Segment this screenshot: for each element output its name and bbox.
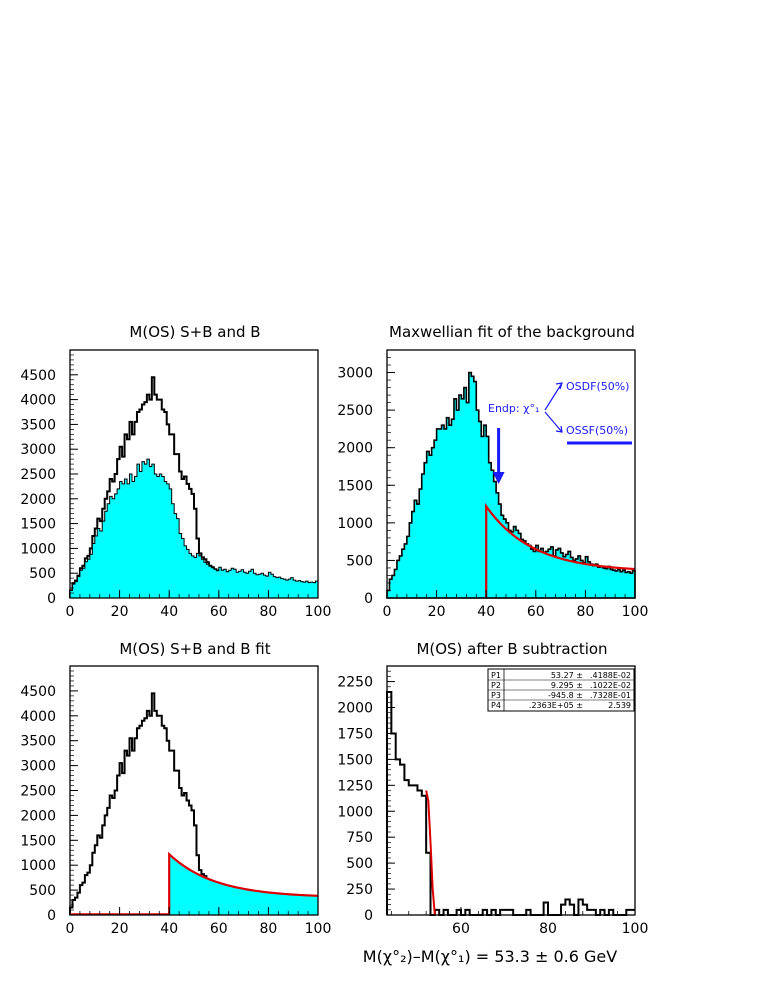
panel-mos-sb-and-b-fit: 0 20 40 60 80 1000500100015002000250030003500… xyxy=(20,665,332,937)
y-tick-label: 1500 xyxy=(337,478,373,494)
y-tick-label: 500 xyxy=(346,553,373,569)
osdf-label: OSDF(50%) xyxy=(566,380,629,393)
y-tick-label: 2250 xyxy=(337,675,373,691)
y-tick-label: 4500 xyxy=(20,368,56,384)
x-tick-label: 60 xyxy=(210,921,228,937)
y-tick-label: 750 xyxy=(346,830,373,846)
panel-mos-sb-and-b: 0 20 40 60 80 1000500100015002000250030003500… xyxy=(20,349,332,620)
y-tick-label: 3500 xyxy=(20,734,56,750)
fit-stats-box: P1 53.27 ± .4188E-02 P2 9.295 ± .1022E-02 P3 -9… xyxy=(487,668,635,712)
y-tick-label: 1250 xyxy=(337,778,373,794)
x-tick-label: 80 xyxy=(259,921,277,937)
panel-title: Maxwellian fit of the background xyxy=(389,323,635,341)
panel-title: M(OS) S+B and B fit xyxy=(119,640,270,658)
x-tick-label: 100 xyxy=(622,604,649,620)
panel-title: M(OS) S+B and B xyxy=(129,323,260,341)
x-tick-label: 20 xyxy=(111,921,129,937)
histogram-outline xyxy=(386,690,635,916)
y-tick-label: 3000 xyxy=(20,759,56,775)
y-tick-label: 3000 xyxy=(20,442,56,458)
y-tick-label: 4000 xyxy=(20,393,56,409)
x-tick-label: 60 xyxy=(527,604,545,620)
x-tick-label: 0 xyxy=(66,921,75,937)
branch-arrow-down xyxy=(544,411,563,433)
y-tick-label: 2000 xyxy=(337,701,373,717)
stat-name: P3 xyxy=(491,691,501,700)
stat-error: .4188E-02 xyxy=(590,671,631,680)
y-tick-label: 2000 xyxy=(337,441,373,457)
fit-area xyxy=(169,854,318,915)
y-tick-label: 1500 xyxy=(20,833,56,849)
y-tick-label: 2500 xyxy=(337,403,373,419)
y-tick-label: 250 xyxy=(346,882,373,898)
endpoint-annotation: Endp: χ°₁ OSDF(50%) OSSF(50%) xyxy=(488,380,632,484)
y-tick-label: 2000 xyxy=(20,808,56,824)
stat-value: -945.8 ± xyxy=(548,691,583,700)
y-tick-label: 500 xyxy=(29,566,56,582)
x-tick-label: 80 xyxy=(539,921,557,937)
histogram-filled xyxy=(69,458,319,599)
y-tick-label: 500 xyxy=(346,856,373,872)
stat-value: .2363E+05 ± xyxy=(529,701,583,710)
x-tick-label: 20 xyxy=(111,604,129,620)
x-tick-label: 40 xyxy=(160,604,178,620)
branch-arrowhead-up xyxy=(555,382,563,390)
y-tick-label: 2500 xyxy=(20,784,56,800)
branch-arrow-up xyxy=(544,382,563,411)
stat-name: P1 xyxy=(491,671,501,680)
y-tick-label: 4500 xyxy=(20,684,56,700)
y-tick-label: 1000 xyxy=(337,516,373,532)
stat-error: .1022E-02 xyxy=(590,681,631,690)
x-tick-label: 80 xyxy=(576,604,594,620)
y-tick-label: 0 xyxy=(47,591,56,607)
y-tick-label: 2500 xyxy=(20,467,56,483)
stat-error: 2.539 xyxy=(608,701,631,710)
y-tick-label: 1000 xyxy=(337,804,373,820)
ossf-label: OSSF(50%) xyxy=(566,424,628,437)
x-tick-label: 100 xyxy=(305,921,332,937)
x-tick-label: 40 xyxy=(477,604,495,620)
stat-value: 9.295 ± xyxy=(551,681,583,690)
panel-title: M(OS) after B subtraction xyxy=(416,640,607,658)
y-tick-label: 3000 xyxy=(337,366,373,382)
stat-name: P2 xyxy=(491,681,501,690)
x-tick-label: 100 xyxy=(305,604,332,620)
y-tick-label: 1500 xyxy=(20,517,56,533)
panel-after-b-subtraction: 60 80 100025050075010001250150017502000225… xyxy=(337,665,649,937)
x-tick-label: 80 xyxy=(259,604,277,620)
endpoint-arrowhead xyxy=(492,472,505,484)
endpoint-label: Endp: χ°₁ xyxy=(488,402,539,415)
y-tick-label: 3500 xyxy=(20,417,56,433)
x-tick-label: 60 xyxy=(452,921,470,937)
y-tick-label: 500 xyxy=(29,883,56,899)
plot-frame xyxy=(386,349,636,599)
endpoint-caption: M(χ°₂)–M(χ°₁) = 53.3 ± 0.6 GeV xyxy=(363,947,617,966)
y-tick-label: 1750 xyxy=(337,726,373,742)
fit-curve xyxy=(168,851,319,915)
y-tick-label: 1500 xyxy=(337,752,373,768)
stat-error: .7328E-01 xyxy=(590,691,631,700)
fit-curve xyxy=(485,502,636,598)
y-tick-label: 0 xyxy=(364,908,373,924)
y-tick-label: 0 xyxy=(364,591,373,607)
y-tick-label: 2000 xyxy=(20,492,56,508)
x-tick-label: 0 xyxy=(66,604,75,620)
y-tick-label: 1000 xyxy=(20,541,56,557)
stat-name: P4 xyxy=(491,701,501,710)
x-tick-label: 20 xyxy=(428,604,446,620)
y-tick-label: 0 xyxy=(47,908,56,924)
x-tick-label: 0 xyxy=(383,604,392,620)
y-tick-label: 4000 xyxy=(20,709,56,725)
x-tick-label: 100 xyxy=(622,921,649,937)
x-tick-label: 40 xyxy=(160,921,178,937)
stat-value: 53.27 ± xyxy=(551,671,583,680)
x-tick-label: 60 xyxy=(210,604,228,620)
y-tick-label: 1000 xyxy=(20,858,56,874)
fit-curve xyxy=(425,790,436,916)
branch-arrowhead-down xyxy=(555,425,563,433)
